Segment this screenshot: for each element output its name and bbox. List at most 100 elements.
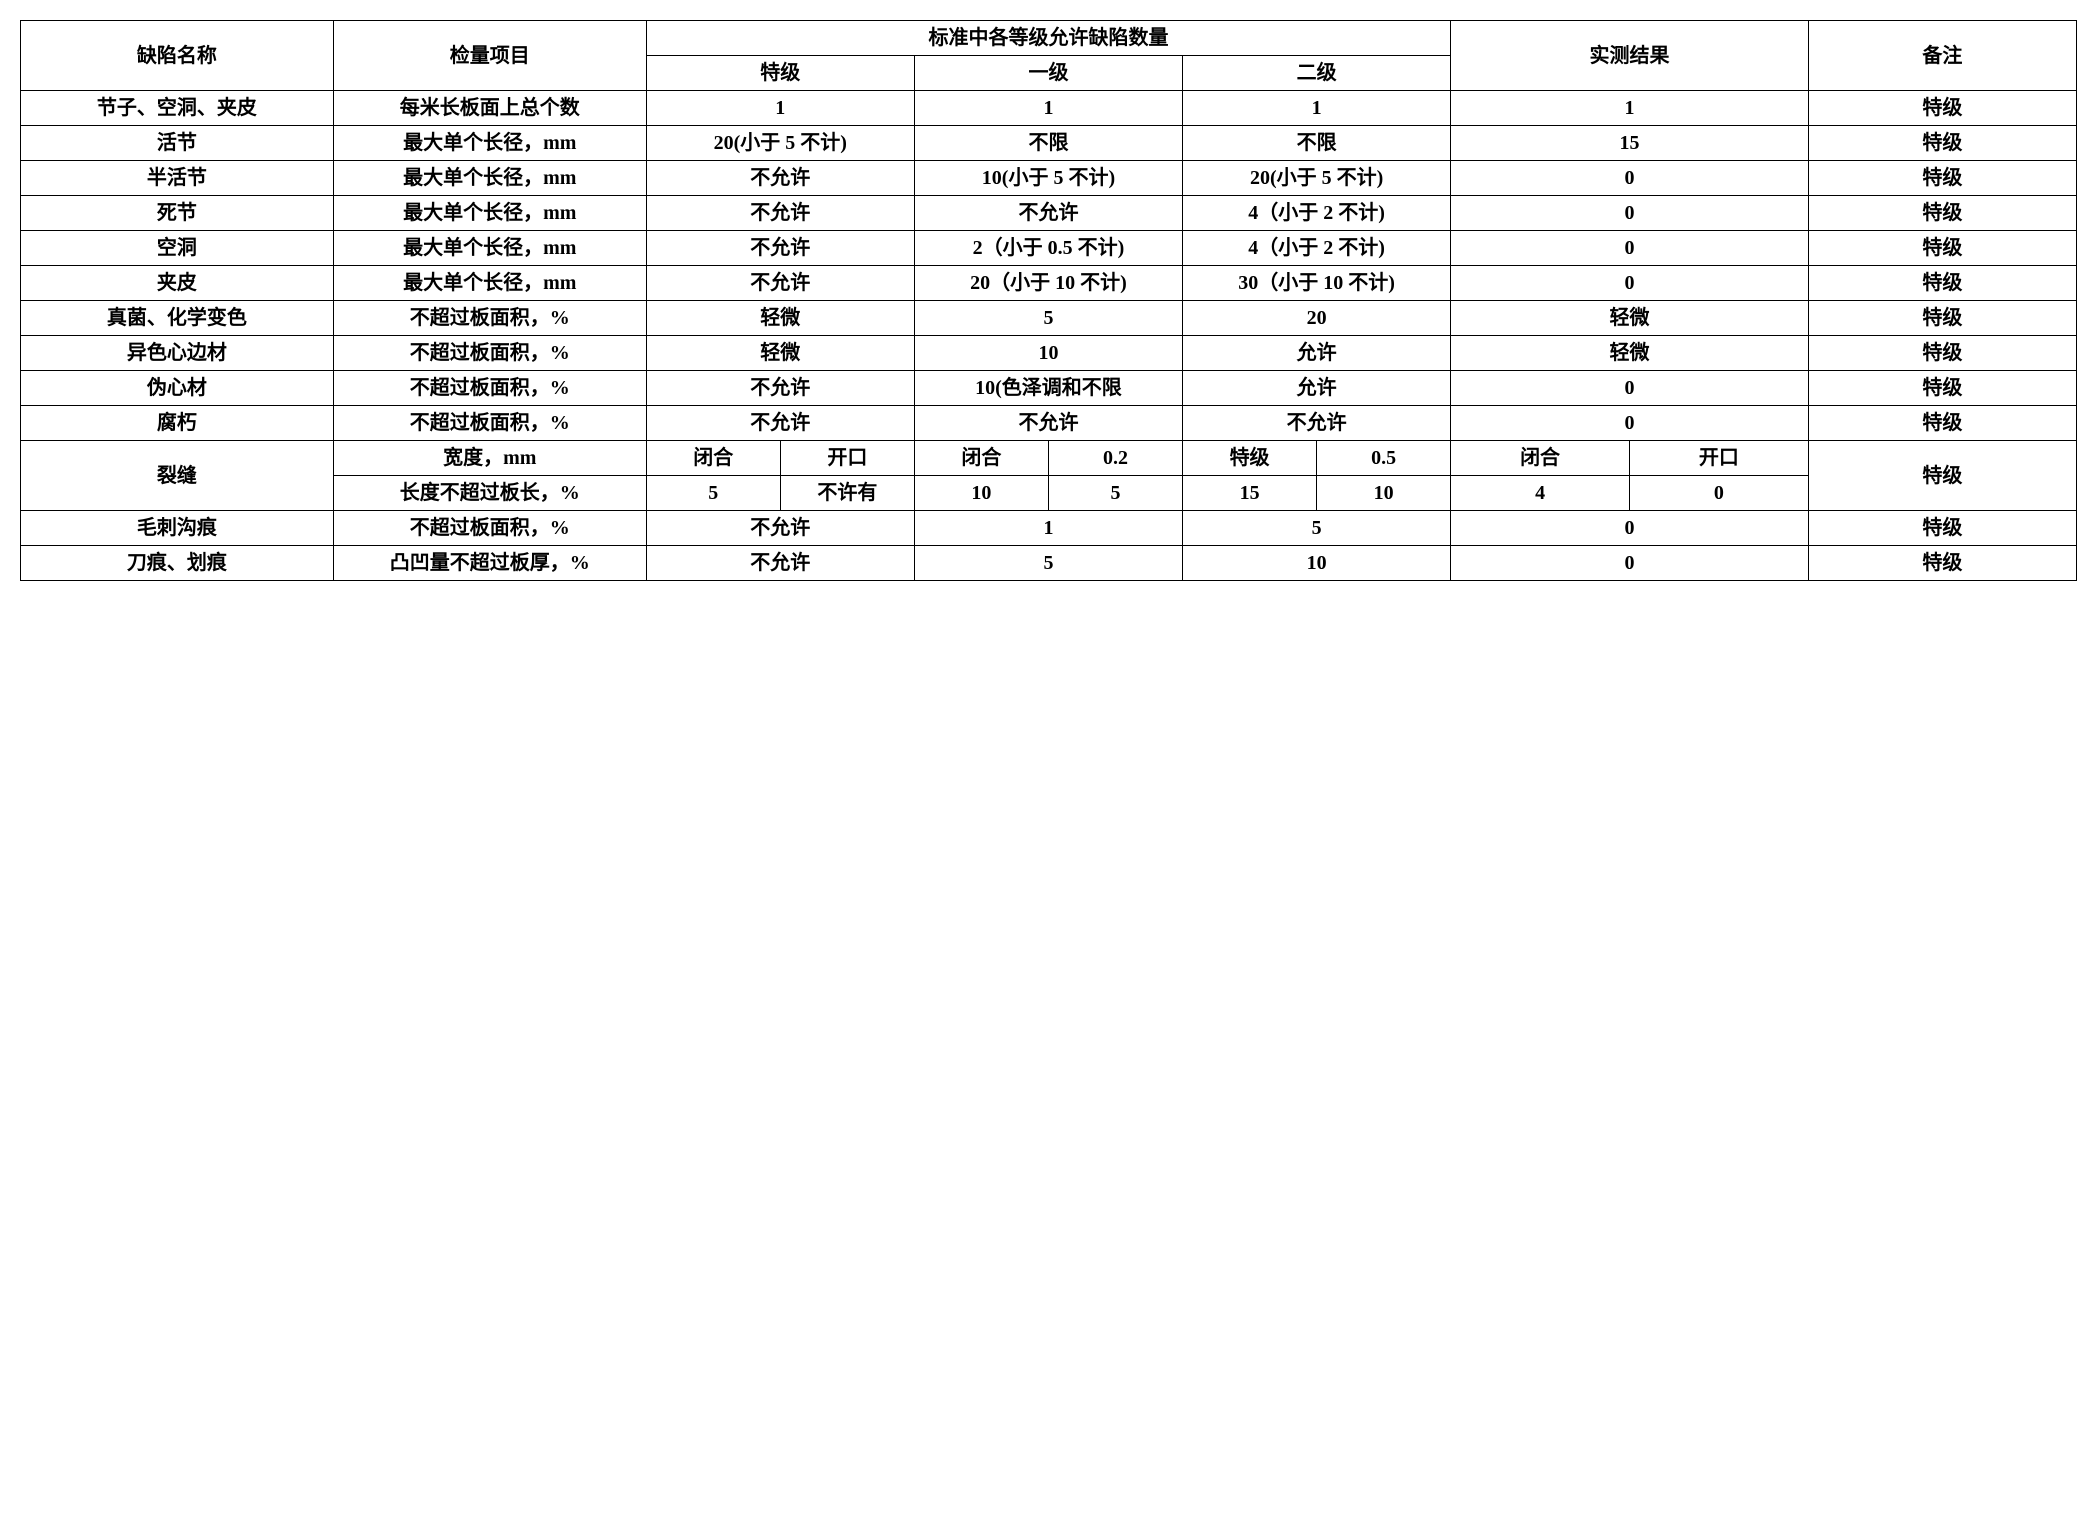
table-row: 活节 最大单个长径，mm 20(小于 5 不计) 不限 不限 15 特级: [21, 126, 2077, 161]
cell-result-b: 0: [1629, 476, 1808, 511]
cell-one: 10(色泽调和不限: [914, 371, 1182, 406]
cell-two-b: 10: [1317, 476, 1451, 511]
cell-one: 5: [914, 546, 1182, 581]
cell-one-a: 闭合: [914, 441, 1048, 476]
table-row: 节子、空洞、夹皮 每米长板面上总个数 1 1 1 1 特级: [21, 91, 2077, 126]
hdr-inspection-item: 检量项目: [333, 21, 646, 91]
cell-remark: 特级: [1808, 336, 2076, 371]
cell-name: 伪心材: [21, 371, 334, 406]
cell-inspect: 最大单个长径，mm: [333, 161, 646, 196]
cell-special: 不允许: [646, 161, 914, 196]
cell-inspect: 凸凹量不超过板厚，%: [333, 546, 646, 581]
cell-special-b: 开口: [780, 441, 914, 476]
cell-one: 不限: [914, 126, 1182, 161]
cell-two: 20(小于 5 不计): [1183, 161, 1451, 196]
cell-special: 不允许: [646, 406, 914, 441]
cell-two: 10: [1183, 546, 1451, 581]
cell-name: 节子、空洞、夹皮: [21, 91, 334, 126]
cell-one: 20（小于 10 不计): [914, 266, 1182, 301]
cell-two: 5: [1183, 511, 1451, 546]
cell-inspect: 宽度，mm: [333, 441, 646, 476]
cell-two: 20: [1183, 301, 1451, 336]
cell-two: 不允许: [1183, 406, 1451, 441]
hdr-grade-two: 二级: [1183, 56, 1451, 91]
cell-two: 允许: [1183, 371, 1451, 406]
cell-result: 0: [1451, 546, 1809, 581]
cell-result: 15: [1451, 126, 1809, 161]
cell-remark: 特级: [1808, 91, 2076, 126]
cell-special-b: 不许有: [780, 476, 914, 511]
hdr-remark: 备注: [1808, 21, 2076, 91]
cell-two-a: 特级: [1183, 441, 1317, 476]
cell-special: 1: [646, 91, 914, 126]
cell-name: 刀痕、划痕: [21, 546, 334, 581]
cell-one: 2（小于 0.5 不计): [914, 231, 1182, 266]
table-row: 空洞 最大单个长径，mm 不允许 2（小于 0.5 不计) 4（小于 2 不计)…: [21, 231, 2077, 266]
cell-name: 夹皮: [21, 266, 334, 301]
cell-inspect: 每米长板面上总个数: [333, 91, 646, 126]
hdr-defect-name: 缺陷名称: [21, 21, 334, 91]
cell-two: 1: [1183, 91, 1451, 126]
table-row: 伪心材 不超过板面积，% 不允许 10(色泽调和不限 允许 0 特级: [21, 371, 2077, 406]
cell-one: 10(小于 5 不计): [914, 161, 1182, 196]
cell-two: 不限: [1183, 126, 1451, 161]
table-row: 刀痕、划痕 凸凹量不超过板厚，% 不允许 5 10 0 特级: [21, 546, 2077, 581]
cell-special: 不允许: [646, 511, 914, 546]
hdr-grade-one: 一级: [914, 56, 1182, 91]
cell-remark: 特级: [1808, 406, 2076, 441]
table-row: 半活节 最大单个长径，mm 不允许 10(小于 5 不计) 20(小于 5 不计…: [21, 161, 2077, 196]
cell-special: 不允许: [646, 371, 914, 406]
header-row-1: 缺陷名称 检量项目 标准中各等级允许缺陷数量 实测结果 备注: [21, 21, 2077, 56]
hdr-grade-special: 特级: [646, 56, 914, 91]
cell-result: 1: [1451, 91, 1809, 126]
cell-special: 轻微: [646, 301, 914, 336]
cell-remark: 特级: [1808, 441, 2076, 511]
cell-result: 0: [1451, 231, 1809, 266]
cell-result: 轻微: [1451, 336, 1809, 371]
cell-one: 不允许: [914, 196, 1182, 231]
cell-one-b: 0.2: [1048, 441, 1182, 476]
cell-result: 轻微: [1451, 301, 1809, 336]
cell-remark: 特级: [1808, 196, 2076, 231]
table-row: 异色心边材 不超过板面积，% 轻微 10 允许 轻微 特级: [21, 336, 2077, 371]
cell-special-a: 5: [646, 476, 780, 511]
table-row: 夹皮 最大单个长径，mm 不允许 20（小于 10 不计) 30（小于 10 不…: [21, 266, 2077, 301]
cell-one-a: 10: [914, 476, 1048, 511]
cell-name: 腐朽: [21, 406, 334, 441]
cell-result: 0: [1451, 406, 1809, 441]
cell-name: 裂缝: [21, 441, 334, 511]
cell-inspect: 最大单个长径，mm: [333, 126, 646, 161]
cell-remark: 特级: [1808, 546, 2076, 581]
cell-inspect: 不超过板面积，%: [333, 406, 646, 441]
cell-inspect: 最大单个长径，mm: [333, 196, 646, 231]
cell-name: 空洞: [21, 231, 334, 266]
cell-inspect: 最大单个长径，mm: [333, 231, 646, 266]
cell-one-b: 5: [1048, 476, 1182, 511]
cell-two: 允许: [1183, 336, 1451, 371]
cell-one: 5: [914, 301, 1182, 336]
cell-result: 0: [1451, 371, 1809, 406]
cell-inspect: 不超过板面积，%: [333, 371, 646, 406]
cell-inspect: 长度不超过板长，%: [333, 476, 646, 511]
table-row: 毛刺沟痕 不超过板面积，% 不允许 1 5 0 特级: [21, 511, 2077, 546]
table-row: 真菌、化学变色 不超过板面积，% 轻微 5 20 轻微 特级: [21, 301, 2077, 336]
table-row-crack-width: 裂缝 宽度，mm 闭合 开口 闭合 0.2 特级 0.5 闭合 开口 特级: [21, 441, 2077, 476]
cell-one: 10: [914, 336, 1182, 371]
cell-inspect: 不超过板面积，%: [333, 336, 646, 371]
cell-result: 0: [1451, 266, 1809, 301]
cell-special-a: 闭合: [646, 441, 780, 476]
hdr-standard-group: 标准中各等级允许缺陷数量: [646, 21, 1450, 56]
cell-special: 20(小于 5 不计): [646, 126, 914, 161]
cell-result-a: 闭合: [1451, 441, 1630, 476]
cell-name: 毛刺沟痕: [21, 511, 334, 546]
cell-inspect: 不超过板面积，%: [333, 511, 646, 546]
cell-result-b: 开口: [1629, 441, 1808, 476]
cell-remark: 特级: [1808, 126, 2076, 161]
cell-name: 半活节: [21, 161, 334, 196]
cell-remark: 特级: [1808, 161, 2076, 196]
cell-two-b: 0.5: [1317, 441, 1451, 476]
cell-two: 4（小于 2 不计): [1183, 231, 1451, 266]
cell-result: 0: [1451, 511, 1809, 546]
cell-remark: 特级: [1808, 301, 2076, 336]
cell-special: 不允许: [646, 266, 914, 301]
